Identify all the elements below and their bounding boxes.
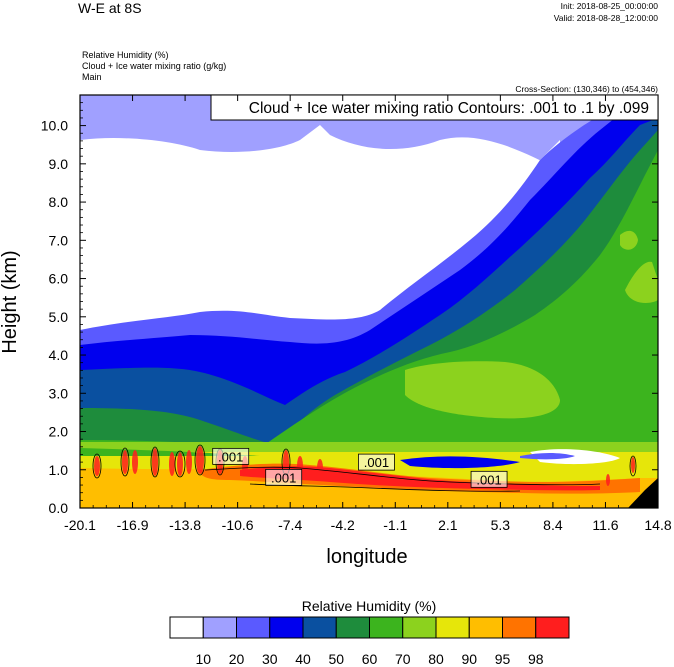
colorbar-level-label: 50 <box>328 651 344 667</box>
x-tick-label: -7.4 <box>278 517 302 533</box>
contour-label-text: .001 <box>218 449 243 464</box>
colorbar-level-label: 70 <box>395 651 411 667</box>
contour-info-text: Cloud + Ice water mixing ratio Contours:… <box>249 100 649 117</box>
contour-info-box <box>210 94 659 121</box>
y-tick-label: 8.0 <box>49 194 69 210</box>
x-axis-label: longitude <box>326 546 407 568</box>
colorbar-level-label: 90 <box>461 651 477 667</box>
contour-label: .001 <box>212 447 250 465</box>
colorbar: 10 20 30 40 50 60 70 80 90 95 98 <box>169 616 570 667</box>
colorbar-swatch <box>302 616 337 639</box>
y-tick-label: 0.0 <box>49 500 69 516</box>
x-tick-label: 5.3 <box>491 517 511 533</box>
x-tick-label: -10.6 <box>222 517 254 533</box>
field-label-main: Main <box>82 72 102 82</box>
contour-labels: .001 .001 .001 .001 <box>212 447 508 488</box>
contour-label-text: .001 <box>364 455 389 470</box>
colorbar-level-label: 60 <box>362 651 378 667</box>
colorbar-level-label: 20 <box>229 651 245 667</box>
x-axis: -20.1 -16.9 -13.8 -10.6 -7.4 -4.2 -1.1 2.1 5.3 8.… <box>64 95 672 533</box>
y-tick-label: 7.0 <box>49 232 69 248</box>
x-tick-label: 11.6 <box>592 517 618 533</box>
contour-label-text: .001 <box>476 472 501 487</box>
y-tick-label: 3.0 <box>49 385 69 401</box>
y-tick-label: 1.0 <box>49 462 69 478</box>
colorbar-swatch <box>402 616 437 639</box>
colorbar-level-label: 10 <box>195 651 211 667</box>
colorbar-swatch <box>169 616 204 639</box>
chart-title: W-E at 8S <box>78 0 142 16</box>
colorbar-swatch <box>535 616 570 639</box>
x-tick-label: -20.1 <box>64 517 96 533</box>
x-tick-label: -4.2 <box>331 517 355 533</box>
colorbar-swatch <box>502 616 537 639</box>
init-time: Init: 2018-08-25_00:00:00 <box>560 1 658 11</box>
colorbar-title: Relative Humidity (%) <box>302 598 437 614</box>
colorbar-level-label: 95 <box>495 651 511 667</box>
x-tick-label: -16.9 <box>117 517 149 533</box>
field-label-rh: Relative Humidity (%) <box>82 50 169 60</box>
field-label-cloud: Cloud + Ice water mixing ratio (g/kg) <box>82 61 227 71</box>
colorbar-swatch <box>335 616 370 639</box>
contour-label-text: .001 <box>271 470 296 485</box>
contour-label: .001 <box>470 470 508 488</box>
y-tick-label: 10.0 <box>41 118 68 134</box>
y-tick-label: 5.0 <box>49 309 69 325</box>
y-tick-label: 2.0 <box>49 424 69 440</box>
colorbar-level-label: 80 <box>428 651 444 667</box>
x-tick-label: -13.8 <box>169 517 201 533</box>
y-axis-label: Height (km) <box>0 250 21 353</box>
x-tick-label: 14.8 <box>644 517 671 533</box>
colorbar-swatch <box>468 616 503 639</box>
colorbar-swatch <box>269 616 304 639</box>
colorbar-swatch <box>369 616 404 639</box>
y-axis: 0.0 1.0 2.0 3.0 4.0 5.0 6.0 7.0 8.0 9.0 10.0 <box>41 94 658 516</box>
colorbar-swatch <box>435 616 470 639</box>
x-tick-label: -1.1 <box>383 517 407 533</box>
x-tick-label: 2.1 <box>438 517 458 533</box>
valid-time: Valid: 2018-08-28_12:00:00 <box>553 13 658 23</box>
colorbar-swatch <box>202 616 237 639</box>
x-tick-label: 8.4 <box>543 517 563 533</box>
colorbar-level-label: 30 <box>262 651 278 667</box>
contour-label: .001 <box>265 469 303 486</box>
y-tick-label: 6.0 <box>49 271 69 287</box>
y-tick-label: 9.0 <box>49 156 69 172</box>
colorbar-level-label: 98 <box>528 651 544 667</box>
cross-section-label: Cross-Section: (130,346) to (454,346) <box>515 84 658 94</box>
colorbar-swatch <box>236 616 271 639</box>
contour-label: .001 <box>358 453 395 471</box>
y-tick-label: 4.0 <box>49 347 69 363</box>
humidity-field <box>80 95 658 508</box>
colorbar-level-label: 40 <box>295 651 311 667</box>
